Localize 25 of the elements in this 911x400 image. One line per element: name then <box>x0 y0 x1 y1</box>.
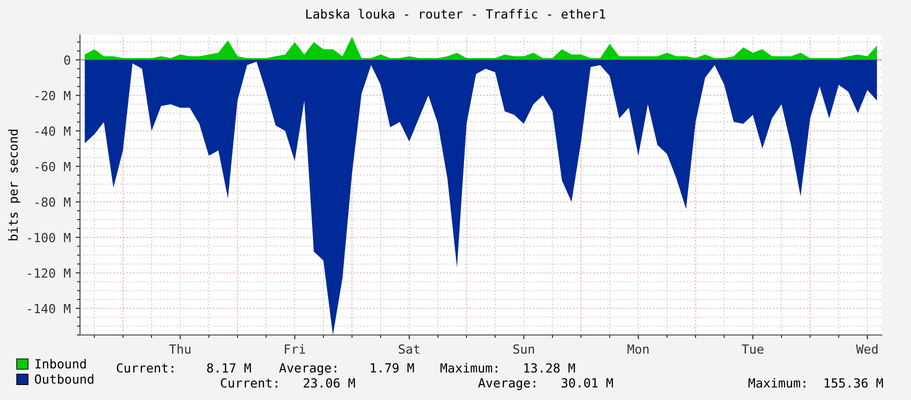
y-tick-label: 0 <box>64 55 70 65</box>
y-tick-label: -40 M <box>36 126 70 136</box>
chart-title: Labska louka - router - Traffic - ether1 <box>306 8 606 19</box>
x-tick-label: Sun <box>513 344 534 354</box>
x-tick-label: Fri <box>284 344 306 354</box>
legend-label: Outbound <box>34 374 94 384</box>
y-tick-label: -100 M <box>28 232 70 242</box>
y-tick-label: -120 M <box>28 268 70 278</box>
legend-label: Inbound <box>35 358 86 369</box>
text: Maximum: 13.28 M <box>440 362 575 373</box>
y-tick-label: -80 M <box>36 197 70 207</box>
x-tick-label: Thu <box>169 344 190 354</box>
x-tick-label: Tue <box>742 344 764 354</box>
y-tick-label: -60 M <box>36 162 70 172</box>
x-tick-label: Wed <box>856 344 878 354</box>
y-axis-title: bits per second <box>8 130 20 240</box>
y-tick-label: -140 M <box>28 304 70 314</box>
text: Average: 30.01 M <box>478 378 613 390</box>
text: Average: 1.79 M <box>279 363 414 376</box>
x-tick-label: Mon <box>628 344 649 354</box>
text: Maximum: 155.36 M <box>748 378 883 388</box>
x-tick-label: Sat <box>398 344 420 354</box>
text: Current: 8.17 M <box>116 363 251 373</box>
text: Current: 23.06 M <box>220 378 355 388</box>
y-tick-label: -20 M <box>36 90 70 100</box>
